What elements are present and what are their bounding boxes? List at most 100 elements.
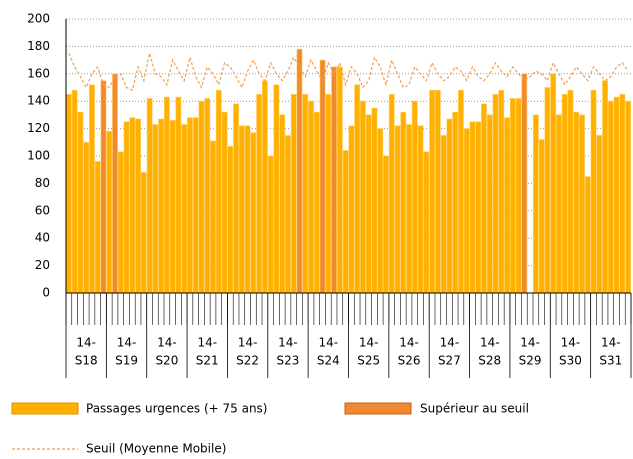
bar [302, 94, 309, 294]
bar [567, 89, 574, 294]
bar [607, 100, 614, 294]
bar [146, 98, 153, 294]
bar [509, 98, 516, 294]
bar [365, 114, 372, 294]
bar [573, 111, 580, 294]
bar [77, 111, 84, 294]
bar [83, 142, 90, 294]
bar [383, 155, 389, 294]
x-tick-label: S24 [317, 354, 340, 368]
x-tick-label: 14- [440, 336, 460, 350]
x-tick-label: S29 [519, 354, 542, 368]
y-tick-label: 100 [27, 149, 50, 163]
bar [596, 135, 603, 294]
bar [319, 59, 326, 294]
bar [285, 135, 291, 294]
bar [492, 94, 499, 294]
bar [221, 111, 228, 294]
bar [152, 124, 159, 294]
x-tick-label: S23 [277, 354, 300, 368]
bar [215, 89, 222, 294]
bar [532, 114, 539, 294]
bar [325, 94, 332, 294]
bar [602, 80, 608, 294]
bar [440, 135, 447, 294]
legend-swatch [344, 402, 412, 415]
bar [613, 96, 620, 294]
bar [112, 73, 118, 294]
bar [400, 111, 407, 294]
y-tick-label: 0 [42, 286, 50, 300]
bar [244, 125, 251, 294]
bar [579, 114, 585, 294]
bar [267, 155, 274, 294]
y-tick-label: 20 [35, 258, 50, 272]
bar [538, 139, 545, 294]
bar [169, 120, 176, 294]
bar [481, 103, 487, 294]
bar [140, 172, 147, 294]
bar [590, 89, 597, 294]
bar [619, 94, 626, 294]
bar [238, 125, 245, 294]
y-tick-label: 60 [35, 203, 50, 217]
x-tick-label: S26 [398, 354, 421, 368]
bar [498, 89, 505, 294]
y-tick-label: 40 [35, 231, 50, 245]
bar [204, 98, 211, 294]
bar [504, 117, 510, 294]
bar [561, 94, 568, 294]
bar [544, 87, 551, 294]
x-tick-label: S18 [75, 354, 98, 368]
bar [256, 94, 263, 294]
x-tick-label: 14- [319, 336, 339, 350]
x-tick-label: 14- [601, 336, 621, 350]
bar [394, 125, 401, 294]
x-tick-label: 14- [197, 336, 217, 350]
y-tick-label: 200 [27, 12, 50, 26]
bar [452, 111, 459, 294]
bar [181, 124, 188, 294]
bar [158, 118, 165, 294]
bar [296, 48, 303, 294]
x-tick-label: 14- [480, 336, 500, 350]
bar [354, 84, 361, 294]
bar [233, 103, 239, 294]
x-tick-label: S27 [438, 354, 461, 368]
bar [308, 100, 314, 294]
legend-swatch [11, 402, 79, 415]
x-tick-label: 14- [117, 336, 137, 350]
bar [417, 125, 424, 294]
bar [164, 96, 170, 294]
bar [458, 89, 464, 294]
bar [106, 131, 113, 294]
bar [377, 128, 384, 294]
bar [486, 114, 493, 294]
bar [175, 96, 182, 294]
bar [411, 100, 418, 294]
bar [250, 132, 257, 294]
bar [135, 118, 141, 294]
legend-label: Supérieur au seuil [420, 402, 529, 416]
legend-label: Passages urgences (+ 75 ans) [86, 402, 267, 416]
bar [388, 94, 395, 294]
bar [336, 66, 343, 294]
bar [123, 121, 130, 294]
bar [71, 89, 78, 294]
y-tick-label: 140 [27, 94, 50, 108]
bar [66, 94, 72, 294]
bar [94, 161, 101, 294]
x-tick-label: S31 [599, 354, 622, 368]
x-tick-label: S20 [155, 354, 178, 368]
bar [521, 73, 528, 294]
x-tick-label: 14- [238, 336, 258, 350]
bar [227, 146, 234, 294]
bar [342, 150, 349, 294]
y-tick-label: 120 [27, 121, 50, 135]
bar [550, 73, 557, 294]
y-tick-label: 160 [27, 66, 50, 80]
bar [371, 107, 378, 294]
bar [429, 89, 435, 294]
x-tick-label: S22 [236, 354, 259, 368]
